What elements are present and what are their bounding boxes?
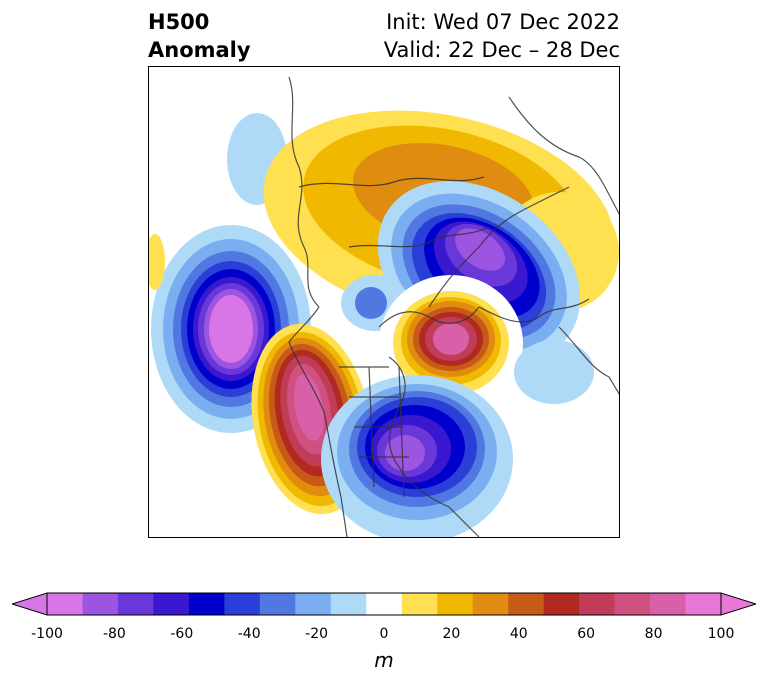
anomaly-pole-blue-inner <box>355 287 387 319</box>
map-panel <box>148 66 620 538</box>
colorbar-tick-label: 60 <box>577 626 596 642</box>
colorbar <box>12 592 756 616</box>
title-anomaly: Anomaly <box>148 38 251 62</box>
coastlines <box>288 76 619 537</box>
colorbar-cell <box>579 593 616 615</box>
colorbar-cells <box>47 593 722 615</box>
colorbar-right-extend <box>720 592 756 616</box>
colorbar-cell <box>543 593 580 615</box>
colorbar-tick-label: 0 <box>379 626 389 642</box>
colorbar-left-extend <box>12 592 48 616</box>
colorbar-cell <box>614 593 651 615</box>
valid-range: Valid: 22 Dec – 28 Dec <box>383 38 620 62</box>
colorbar-cell <box>82 593 119 615</box>
colorbar-cell <box>295 593 332 615</box>
colorbar-cell <box>650 593 687 615</box>
colorbar-cell <box>330 593 367 615</box>
colorbar-tick-label: 100 <box>707 626 735 642</box>
colorbar-cell <box>685 593 722 615</box>
colorbar-cell <box>366 593 403 615</box>
anomaly-map <box>149 76 619 537</box>
colorbar-cell <box>508 593 545 615</box>
title-right: Init: Wed 07 Dec 2022 Valid: 22 Dec – 28… <box>384 8 620 64</box>
title-left: H500 Anomaly <box>148 8 251 64</box>
colorbar-cell <box>259 593 296 615</box>
colorbar-cell <box>188 593 225 615</box>
colorbar-cell <box>472 593 509 615</box>
colorbar-tick-label: -20 <box>305 626 329 642</box>
colorbar-cell <box>47 593 83 615</box>
colorbar-tick-label: 80 <box>644 626 663 642</box>
colorbar-tick-label: -100 <box>31 626 63 642</box>
anomaly-e-blue <box>514 340 594 404</box>
colorbar-tick-label: -80 <box>102 626 126 642</box>
colorbar-cell <box>153 593 190 615</box>
colorbar-unit: m <box>374 648 394 672</box>
colorbar-cell <box>401 593 438 615</box>
colorbar-tick-label: 20 <box>442 626 461 642</box>
colorbar-frame <box>46 592 722 616</box>
colorbar-tick-label: -60 <box>170 626 194 642</box>
title-h500: H500 <box>148 10 210 34</box>
colorbar-cell <box>437 593 474 615</box>
colorbar-tick-label: 40 <box>509 626 528 642</box>
colorbar-tick-label: -40 <box>237 626 261 642</box>
init-date: Init: Wed 07 Dec 2022 <box>386 10 620 34</box>
colorbar-cell <box>224 593 261 615</box>
trough-pacific <box>151 225 311 433</box>
trough-east-na <box>321 375 513 537</box>
colorbar-cell <box>117 593 154 615</box>
anomaly-w-yellow <box>149 234 165 290</box>
